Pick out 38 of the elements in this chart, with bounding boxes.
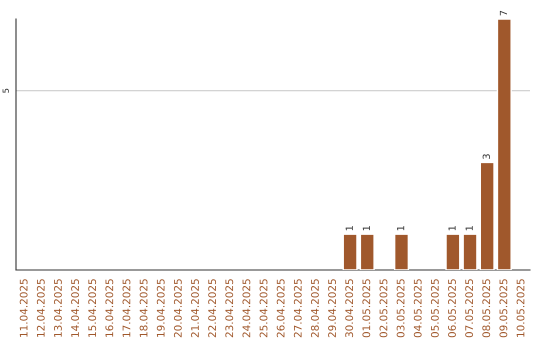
x-tick-label: 30.04.2025 xyxy=(345,279,354,338)
x-tick-label: 22.04.2025 xyxy=(208,279,216,338)
x-tick-label: 14.04.2025 xyxy=(71,279,79,337)
x-tick-label: 15.04.2025 xyxy=(88,279,96,337)
y-tick-label: 5 xyxy=(2,88,9,93)
x-tick-label: 13.04.2025 xyxy=(54,279,62,337)
x-tick-label: 09.05.2025 xyxy=(499,279,508,338)
x-tick-label: 05.05.2025 xyxy=(430,279,439,338)
data-label: 7 xyxy=(500,10,507,16)
data-label: 1 xyxy=(362,226,370,230)
x-tick-label: 20.04.2025 xyxy=(174,279,182,338)
x-tick-label: 26.04.2025 xyxy=(276,279,285,338)
data-label: 1 xyxy=(397,226,404,230)
x-tick-label: 27.04.2025 xyxy=(294,279,302,338)
x-tick-label: 11.04.2025 xyxy=(20,279,28,337)
x-tick-label: 23.04.2025 xyxy=(225,279,234,338)
x-tick-label: 18.04.2025 xyxy=(140,279,148,337)
data-label: 1 xyxy=(448,226,456,230)
x-tick-label: 08.05.2025 xyxy=(482,279,490,338)
x-tick-label: 02.05.2025 xyxy=(380,279,388,338)
x-tick-label: 01.05.2025 xyxy=(362,279,370,338)
x-tick-label: 28.04.2025 xyxy=(310,279,319,338)
data-label: 1 xyxy=(346,226,353,230)
x-tick-label: 04.05.2025 xyxy=(414,279,422,338)
data-label: 3 xyxy=(482,154,490,159)
x-tick-label: 19.04.2025 xyxy=(156,279,165,337)
x-tick-label: 07.05.2025 xyxy=(465,279,474,338)
x-tick-label: 25.04.2025 xyxy=(260,279,268,338)
x-tick-label: 29.04.2025 xyxy=(328,279,336,338)
x-tick-label: 16.04.2025 xyxy=(105,279,114,337)
x-tick-label: 03.05.2025 xyxy=(396,279,405,338)
x-tick-label: 24.04.2025 xyxy=(242,279,250,338)
x-tick-label: 12.04.2025 xyxy=(36,279,45,337)
x-tick-label: 17.04.2025 xyxy=(122,279,130,337)
x-tick-label: 06.05.2025 xyxy=(448,279,456,338)
x-tick-label: 10.05.2025 xyxy=(516,279,524,337)
data-label: 1 xyxy=(466,226,473,230)
x-tick-label: 21.04.2025 xyxy=(191,279,199,338)
